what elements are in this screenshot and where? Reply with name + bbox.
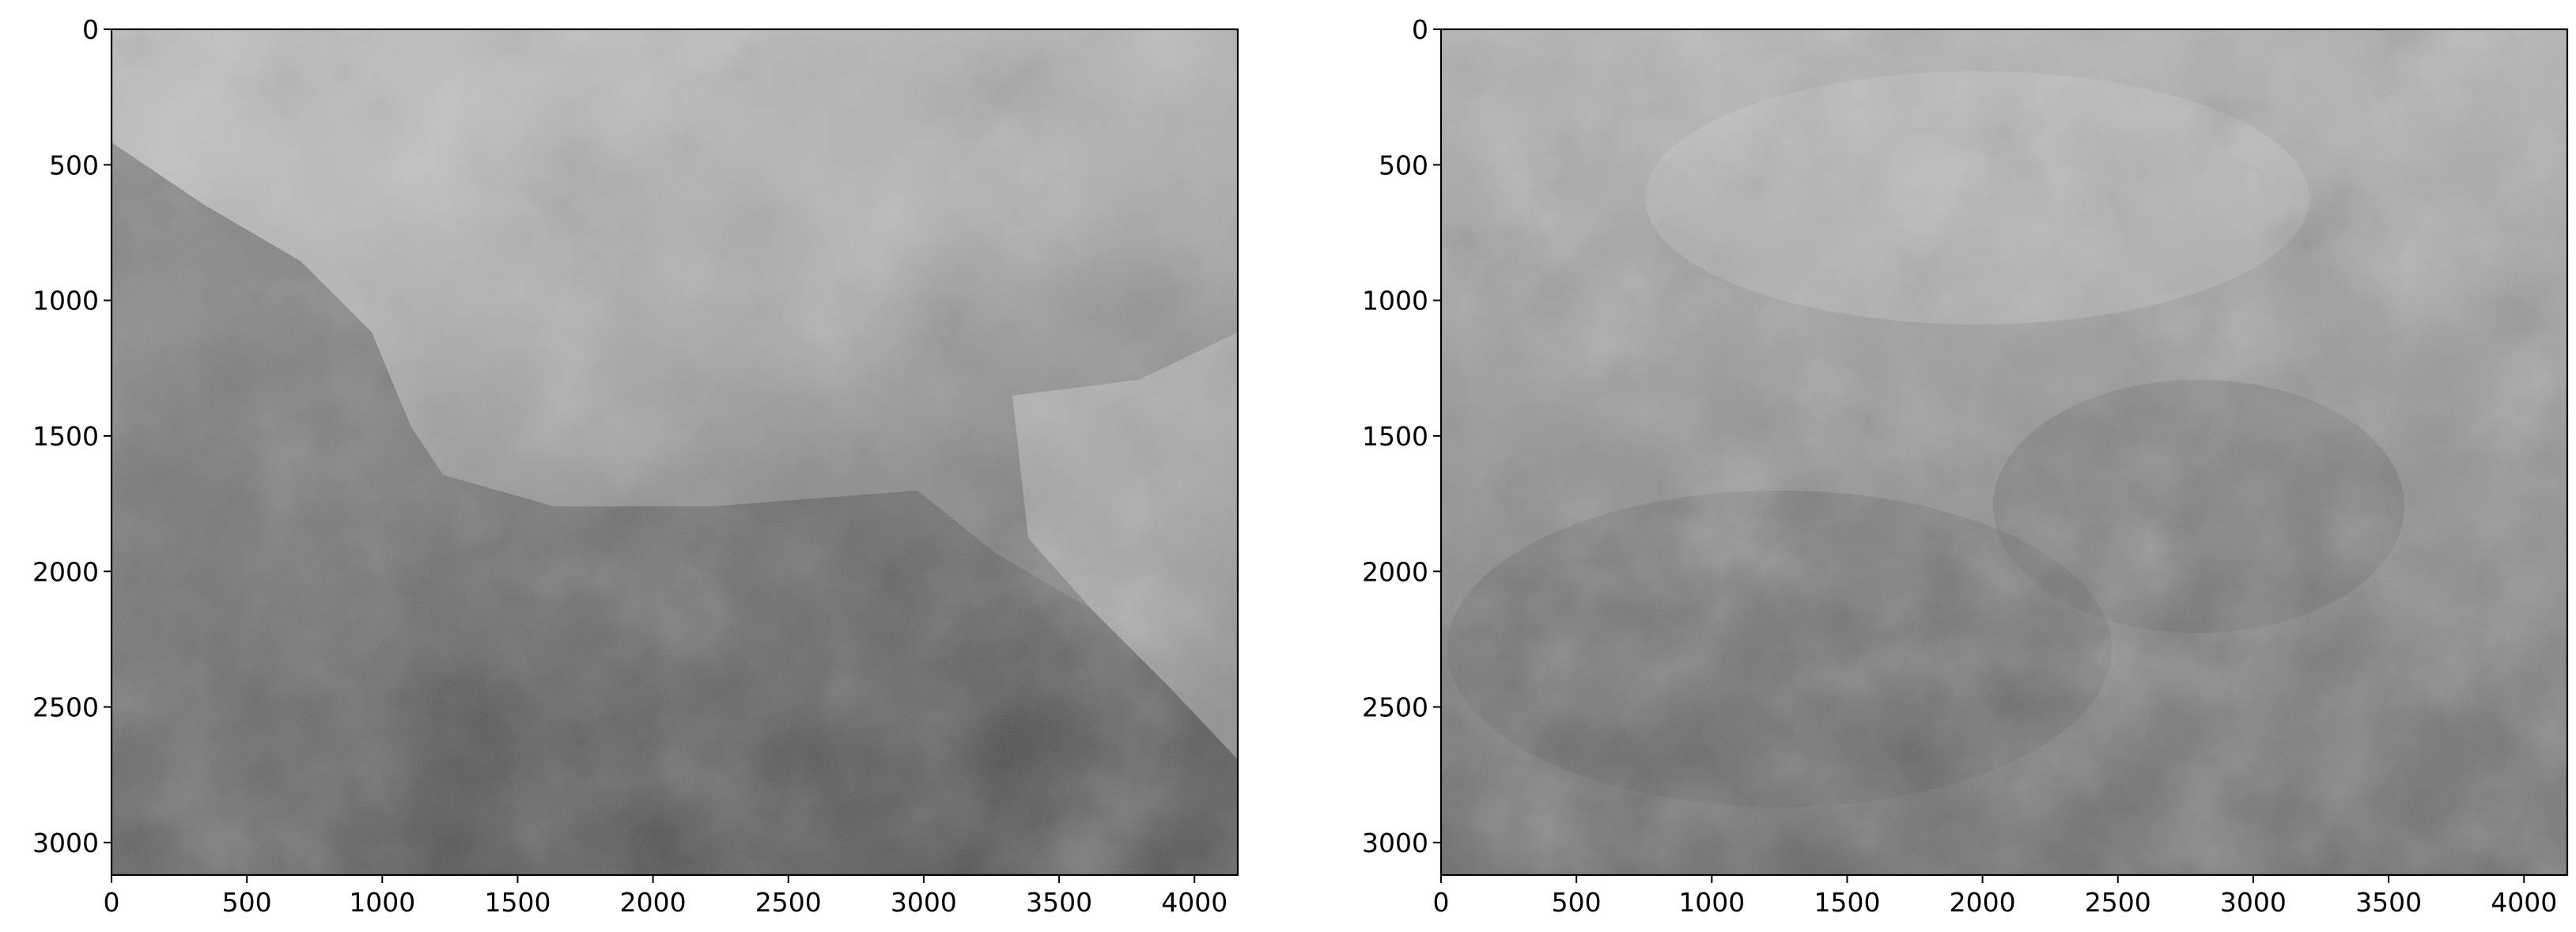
y-tick-label: 1500 — [1362, 421, 1428, 452]
x-tick-label: 2000 — [1950, 887, 2016, 918]
y-tick-label: 1000 — [32, 286, 99, 316]
y-tick-label: 3000 — [1362, 828, 1428, 858]
x-tick-label: 0 — [1433, 887, 1450, 918]
x-tick-label: 3500 — [1026, 887, 1092, 918]
image-panel-left: 0 500 1000 1500 2000 2500 3000 3500 4000 0 500 1000… — [32, 14, 1239, 918]
y-tick-label: 3000 — [32, 828, 99, 858]
y-tick-label: 2500 — [1362, 692, 1428, 723]
y-tick-label: 0 — [82, 14, 99, 45]
x-tick-label: 3000 — [891, 887, 957, 918]
x-tick-label: 1500 — [484, 887, 550, 918]
y-tick-label: 1000 — [1362, 286, 1428, 316]
y-tick-label: 2000 — [32, 556, 99, 587]
y-tick-label: 500 — [49, 150, 99, 180]
ticks-right: 0 500 1000 1500 2000 2500 3000 3500 4000 0 500 1000… — [1362, 14, 2557, 918]
x-tick-label: 2500 — [2085, 887, 2151, 918]
y-tick-label: 0 — [1412, 14, 1428, 45]
x-tick-label: 3500 — [2355, 887, 2422, 918]
x-tick-label: 500 — [1552, 887, 1602, 918]
x-tick-label: 2000 — [620, 887, 687, 918]
x-tick-label: 1500 — [1814, 887, 1880, 918]
y-tick-label: 2000 — [1362, 556, 1428, 587]
grayscale-image-left — [112, 29, 1238, 875]
x-tick-label: 1000 — [1678, 887, 1745, 918]
x-tick-label: 4000 — [2491, 887, 2557, 918]
x-tick-label: 0 — [104, 887, 120, 918]
y-tick-label: 500 — [1379, 150, 1428, 180]
y-tick-label: 2500 — [32, 692, 99, 723]
x-tick-label: 1000 — [349, 887, 415, 918]
x-tick-label: 3000 — [2220, 887, 2287, 918]
x-tick-label: 2500 — [755, 887, 822, 918]
x-tick-label: 4000 — [1161, 887, 1227, 918]
axes-frame-right — [1439, 28, 2569, 877]
image-panel-right: 0 500 1000 1500 2000 2500 3000 3500 4000 0 500 1000… — [1362, 14, 2569, 918]
y-tick-label: 1500 — [32, 421, 99, 452]
grayscale-image-right — [1441, 29, 2567, 875]
ticks-left: 0 500 1000 1500 2000 2500 3000 3500 4000 0 500 1000… — [32, 14, 1227, 918]
axes-frame-left — [110, 28, 1239, 877]
x-tick-label: 500 — [222, 887, 272, 918]
